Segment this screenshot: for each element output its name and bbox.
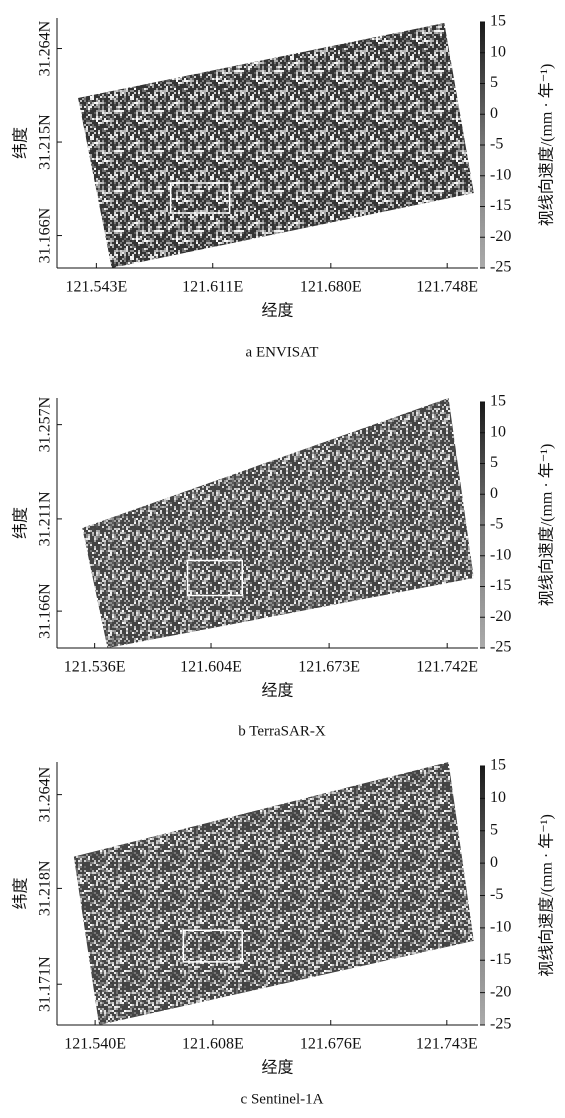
x-tick-label: 121.680E xyxy=(300,279,362,296)
colorbar-tick-label: 15 xyxy=(490,13,506,30)
colorbar-tick-label: 5 xyxy=(490,821,498,838)
y-axis-label: 纬度 xyxy=(12,877,30,909)
study-area-box xyxy=(186,559,243,597)
colorbar-tick-label: -25 xyxy=(490,259,511,276)
x-tick-label: 121.540E xyxy=(64,1036,126,1053)
y-tick-label: 31.257N xyxy=(37,396,54,452)
colorbar-tick-label: 0 xyxy=(490,105,498,122)
y-axis-label: 纬度 xyxy=(12,127,30,159)
x-tick-label: 121.543E xyxy=(65,279,127,296)
colorbar-tick-label: 15 xyxy=(490,757,506,774)
colorbar-tick-label: 0 xyxy=(490,854,498,871)
x-tick-label: 121.748E xyxy=(416,279,478,296)
y-tick-label: 31.166N xyxy=(37,583,54,639)
colorbar-tick-label: -25 xyxy=(490,639,511,656)
y-tick-label: 31.211N xyxy=(37,491,54,546)
colorbar-tick-label: -20 xyxy=(490,228,511,245)
colorbar-tick-label: 5 xyxy=(490,74,498,91)
colorbar-tick-label: -15 xyxy=(490,197,511,214)
colorbar-tick-label: 10 xyxy=(490,423,506,440)
colorbar-tick-label: -5 xyxy=(490,136,503,153)
colorbar-tick-label: -5 xyxy=(490,886,503,903)
x-tick-label: 121.743E xyxy=(416,1036,478,1053)
colorbar-tick-label: -25 xyxy=(490,1016,511,1033)
x-tick-label: 121.536E xyxy=(64,659,126,676)
x-tick-label: 121.604E xyxy=(180,659,242,676)
colorbar-tick-label: -10 xyxy=(490,919,511,936)
colorbar-tick-label: 15 xyxy=(490,393,506,410)
colorbar-tick-label: 5 xyxy=(490,454,498,471)
caption: c Sentinel-1A xyxy=(241,1091,324,1107)
y-tick-label: 31.264N xyxy=(37,20,54,76)
colorbar-tick-label: 0 xyxy=(490,485,498,502)
y-tick-label: 31.264N xyxy=(37,766,54,822)
study-area-box xyxy=(182,929,243,963)
caption: b TerraSAR-X xyxy=(238,723,326,739)
colorbar-tick-label: -10 xyxy=(490,546,511,563)
colorbar-label: 视线向速度/(mm · 年⁻¹) xyxy=(538,814,556,977)
y-tick-label: 31.218N xyxy=(37,860,54,916)
colorbar-tick-label: -20 xyxy=(490,608,511,625)
x-axis-label: 经度 xyxy=(261,302,293,320)
x-axis-label: 经度 xyxy=(261,682,293,700)
colorbar-tick-label: -20 xyxy=(490,983,511,1000)
study-area-box xyxy=(169,182,231,214)
y-tick-label: 31.166N xyxy=(37,207,54,263)
y-tick-label: 31.215N xyxy=(37,114,54,170)
x-tick-label: 121.611E xyxy=(182,279,243,296)
caption: a ENVISAT xyxy=(246,344,319,360)
colorbar-tick-label: 10 xyxy=(490,43,506,60)
colorbar-label: 视线向速度/(mm · 年⁻¹) xyxy=(538,64,556,227)
x-tick-label: 121.742E xyxy=(416,659,478,676)
raster-image xyxy=(82,398,474,648)
x-axis-label: 经度 xyxy=(261,1059,293,1077)
raster-image xyxy=(78,23,474,268)
x-tick-label: 121.676E xyxy=(300,1036,362,1053)
colorbar-tick-label: -15 xyxy=(490,577,511,594)
y-tick-label: 31.171N xyxy=(37,956,54,1012)
y-axis-label: 纬度 xyxy=(12,507,30,539)
x-tick-label: 121.673E xyxy=(298,659,360,676)
colorbar-tick-label: -15 xyxy=(490,951,511,968)
x-tick-label: 121.608E xyxy=(182,1036,244,1053)
colorbar-label: 视线向速度/(mm · 年⁻¹) xyxy=(538,444,556,607)
raster-image xyxy=(73,762,474,1025)
colorbar-tick-label: -5 xyxy=(490,516,503,533)
colorbar-tick-label: -10 xyxy=(490,166,511,183)
colorbar-tick-label: 10 xyxy=(490,789,506,806)
